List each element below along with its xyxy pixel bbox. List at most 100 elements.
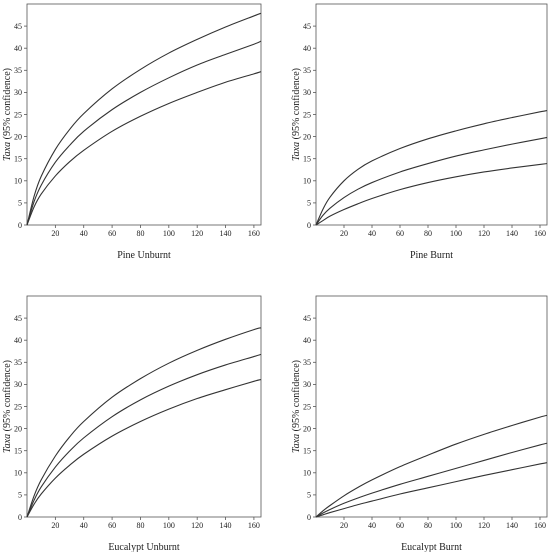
lower-ci-curve (315, 163, 548, 226)
x-tick-label: 160 (248, 521, 260, 530)
x-tick-label: 80 (136, 521, 144, 530)
x-tick-label: 140 (220, 521, 232, 530)
y-tick-label: 40 (14, 44, 22, 53)
x-tick-label: 20 (51, 521, 59, 530)
y-axis-label-rest: (95% confidence) (291, 360, 302, 434)
y-tick-label: 35 (14, 358, 22, 367)
y-tick-label: 20 (14, 424, 22, 433)
x-tick-label: 40 (80, 229, 88, 238)
y-tick-label: 20 (14, 132, 22, 141)
plot-frame (315, 3, 548, 226)
y-tick-label: 40 (303, 44, 311, 53)
x-tick-label: 100 (450, 229, 462, 238)
mean-curve (26, 353, 262, 518)
x-tick-label: 100 (163, 229, 175, 238)
upper-ci-curve (26, 12, 262, 226)
y-axis-label-italic: Taxa (2, 142, 13, 161)
y-tick-label: 5 (18, 199, 22, 208)
y-tick-label: 25 (14, 110, 22, 119)
x-tick-label: 40 (368, 521, 376, 530)
mean-curve (315, 136, 548, 226)
panel-pine-unburnt: 0 5 10 15 20 25 30 35 40 45 20 40 60 80 100 120 140 160 Pi… (2, 3, 262, 261)
x-tick-label: 60 (396, 521, 404, 530)
y-tick-label: 35 (303, 358, 311, 367)
y-tick-label: 0 (307, 513, 311, 522)
mean-curve (26, 40, 262, 226)
lower-ci-curve (26, 71, 262, 226)
y-tick-label: 45 (303, 22, 311, 31)
x-tick-label: 80 (424, 521, 432, 530)
y-tick-label: 40 (14, 336, 22, 345)
y-tick-label: 15 (14, 155, 22, 164)
y-axis-label-rest: (95% confidence) (2, 68, 13, 142)
x-tick-label: 100 (163, 521, 175, 530)
y-axis-label: Taxa (95% confidence) (291, 360, 302, 453)
y-axis-label: Taxa (95% confidence) (291, 68, 302, 161)
x-tick-label: 80 (136, 229, 144, 238)
y-tick-label: 10 (303, 177, 311, 186)
panel-eucalypt-burnt: 0 5 10 15 20 25 30 35 40 45 20 40 60 80 100 120 140 160 Eu… (291, 295, 548, 552)
y-tick-label: 45 (14, 314, 22, 323)
y-tick-label: 15 (303, 155, 311, 164)
y-tick-label: 20 (303, 132, 311, 141)
y-axis-label-italic: Taxa (2, 434, 13, 453)
plot-frame (315, 295, 548, 518)
y-tick-label: 25 (303, 110, 311, 119)
x-tick-label: 160 (534, 521, 546, 530)
x-tick-label: 60 (108, 229, 116, 238)
y-tick-label: 35 (303, 66, 311, 75)
x-tick-label: 160 (248, 229, 260, 238)
y-tick-label: 10 (14, 177, 22, 186)
x-tick-label: 20 (340, 229, 348, 238)
x-tick-label: 40 (368, 229, 376, 238)
y-tick-label: 20 (303, 424, 311, 433)
mean-curve (315, 442, 548, 518)
y-tick-label: 30 (303, 380, 311, 389)
y-tick-label: 45 (303, 314, 311, 323)
x-tick-label: 140 (506, 521, 518, 530)
y-tick-label: 25 (14, 402, 22, 411)
y-tick-label: 5 (18, 491, 22, 500)
y-tick-label: 0 (18, 513, 22, 522)
y-axis-label-italic: Taxa (291, 434, 302, 453)
y-tick-label: 30 (14, 88, 22, 97)
x-tick-label: 140 (220, 229, 232, 238)
y-axis-label-rest: (95% confidence) (2, 360, 13, 434)
y-tick-label: 15 (14, 447, 22, 456)
y-tick-label: 40 (303, 336, 311, 345)
x-axis-label: Pine Unburnt (117, 250, 171, 261)
y-tick-label: 35 (14, 66, 22, 75)
x-tick-label: 40 (80, 521, 88, 530)
lower-ci-curve (315, 462, 548, 518)
x-tick-label: 160 (534, 229, 546, 238)
y-tick-label: 25 (303, 402, 311, 411)
x-tick-label: 20 (340, 521, 348, 530)
x-axis-label: Eucalypt Unburnt (108, 542, 180, 552)
y-tick-label: 10 (14, 469, 22, 478)
y-tick-label: 30 (303, 88, 311, 97)
panel-eucalypt-unburnt: 0 5 10 15 20 25 30 35 40 45 20 40 60 80 100 120 140 160 Eu… (2, 295, 262, 552)
upper-ci-curve (315, 109, 548, 226)
x-tick-label: 60 (108, 521, 116, 530)
x-tick-label: 80 (424, 229, 432, 238)
x-axis-label: Eucalypt Burnt (401, 542, 462, 552)
lower-ci-curve (26, 379, 262, 518)
panel-pine-burnt: 0 5 10 15 20 25 30 35 40 45 20 40 60 80 100 120 140 160 Pi… (291, 3, 548, 261)
y-axis-label: Taxa (95% confidence) (2, 360, 13, 453)
x-tick-label: 100 (450, 521, 462, 530)
x-tick-label: 120 (478, 229, 490, 238)
plot-frame (26, 295, 262, 518)
upper-ci-curve (26, 327, 262, 518)
y-tick-label: 0 (307, 221, 311, 230)
x-tick-label: 120 (478, 521, 490, 530)
upper-ci-curve (315, 414, 548, 518)
y-tick-label: 10 (303, 469, 311, 478)
y-tick-label: 0 (18, 221, 22, 230)
y-tick-label: 5 (307, 491, 311, 500)
x-tick-label: 20 (51, 229, 59, 238)
y-axis-label-rest: (95% confidence) (291, 68, 302, 142)
y-axis-label-italic: Taxa (291, 142, 302, 161)
x-axis-label: Pine Burnt (410, 250, 453, 261)
x-tick-label: 120 (191, 229, 203, 238)
